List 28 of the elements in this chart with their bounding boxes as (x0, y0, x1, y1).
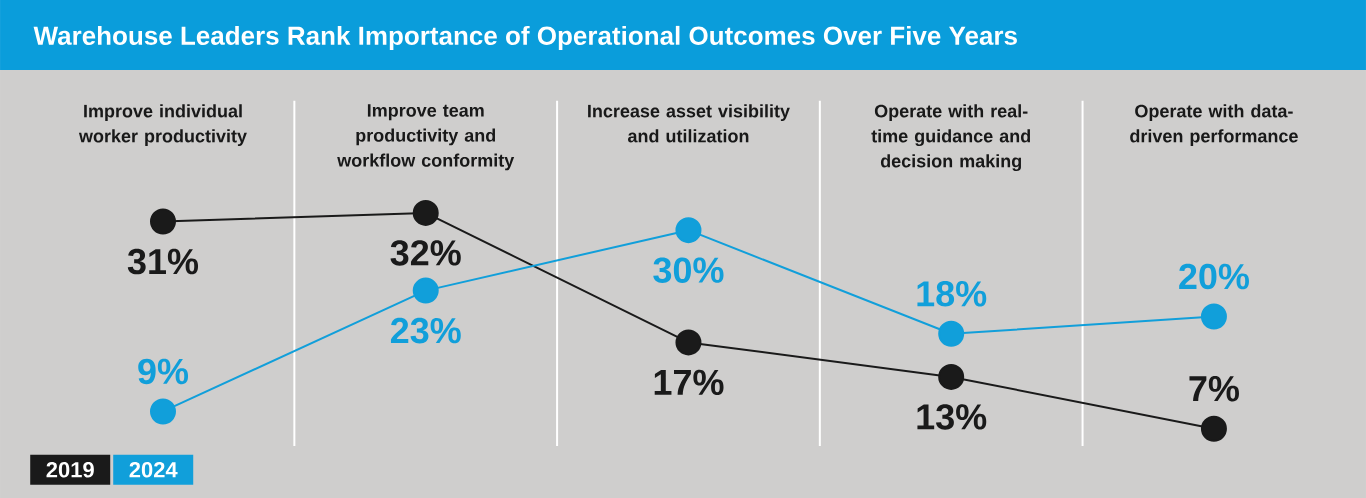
data-label: 20% (1179, 263, 1249, 290)
data-label: 18% (917, 281, 987, 307)
data-label: 9% (138, 358, 189, 385)
data-label: 32% (390, 240, 461, 266)
point (412, 199, 439, 226)
point (149, 398, 176, 425)
x-tick-label: Improve individual worker productivity (78, 104, 247, 147)
point (938, 363, 965, 390)
point (1200, 415, 1227, 442)
point (675, 329, 702, 356)
data-label: 23% (390, 317, 461, 344)
x-tick-label: Increase asset visibility and utilization (588, 104, 790, 143)
data-label: 31% (127, 248, 199, 275)
point (1200, 303, 1227, 330)
series-label: 2024 (129, 461, 178, 478)
data-label: 13% (917, 404, 987, 430)
data-label: 17% (654, 369, 724, 396)
x-tick-label: Improve team productivity and workflow conformity (337, 104, 515, 171)
point (149, 208, 176, 235)
point (938, 320, 965, 347)
data-label: 30% (653, 257, 724, 283)
data-label: 7% (1189, 376, 1239, 402)
text: 2019 (46, 461, 94, 478)
point (412, 277, 439, 304)
x-tick-label: Operate with data-driven performance (1130, 104, 1298, 147)
chart-title: Warehouse Leaders Rank Importance of Operational Outcomes Over Five Years (33, 25, 1017, 51)
point (675, 217, 702, 244)
x-tick-label: Operate with real-time guidance and decision making (871, 104, 1031, 172)
